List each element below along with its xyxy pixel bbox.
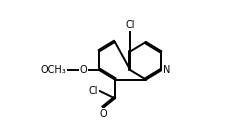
- Text: O: O: [79, 65, 87, 75]
- Text: OCH₃: OCH₃: [40, 65, 66, 75]
- Text: Cl: Cl: [125, 20, 135, 30]
- Text: Cl: Cl: [88, 86, 98, 96]
- Text: O: O: [99, 109, 106, 119]
- Text: N: N: [162, 65, 169, 75]
